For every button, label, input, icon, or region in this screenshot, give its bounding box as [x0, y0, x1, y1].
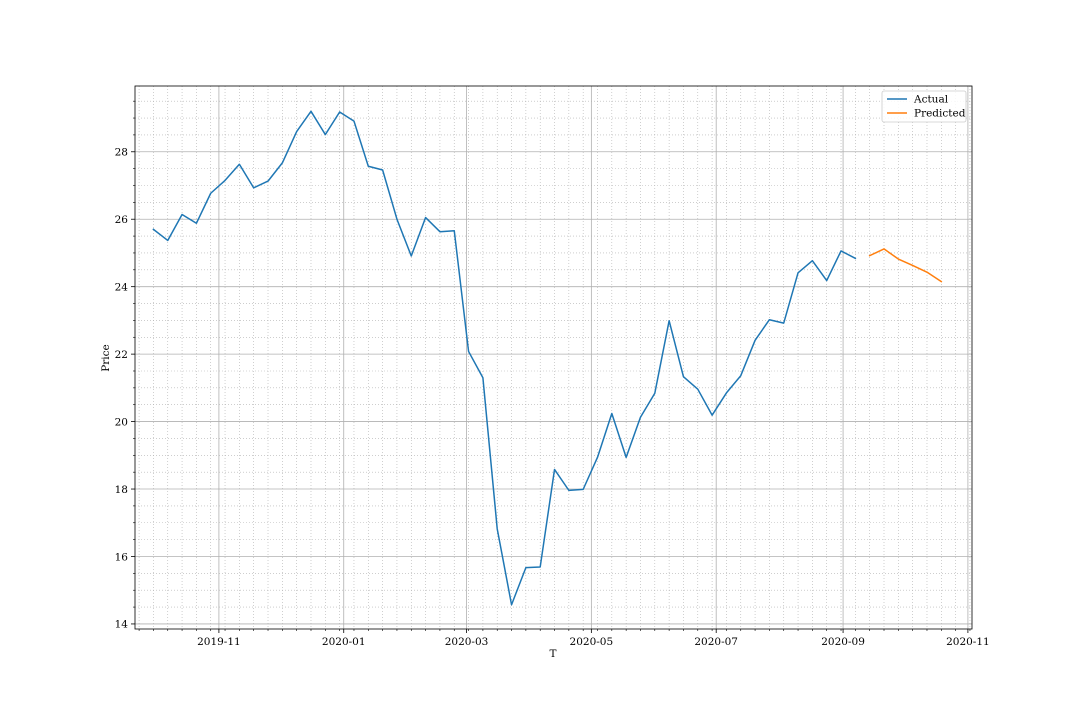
y-tick-label: 22	[115, 349, 128, 361]
series-line-predicted	[868, 248, 943, 283]
y-tick-label: 20	[115, 416, 128, 428]
y-axis-label: Price	[100, 344, 112, 372]
x-tick-label: 2020-09	[821, 636, 865, 648]
x-tick-label: 2020-05	[570, 636, 614, 648]
legend: Actual Predicted	[881, 90, 967, 123]
major-grid	[135, 86, 972, 629]
y-tick-label: 26	[115, 214, 129, 226]
x-tick-label: 2020-07	[694, 636, 738, 648]
x-tick-label: 2019-11	[197, 636, 241, 648]
y-tick-label: 14	[115, 619, 129, 631]
legend-label-actual: Actual	[913, 94, 949, 106]
y-tick-label: 28	[115, 147, 128, 159]
series-layer	[152, 110, 943, 606]
x-tick-label: 2020-01	[322, 636, 366, 648]
ticks-layer: 2019-11 2020-01 2020-03 2020-05 2020-07 2020-…	[115, 100, 990, 648]
x-axis-label: T	[549, 648, 556, 660]
minor-grid	[135, 86, 972, 629]
y-tick-label: 16	[115, 551, 129, 563]
x-tick-label: 2020-03	[445, 636, 489, 648]
y-tick-label: 18	[115, 484, 128, 496]
series-line-actual	[152, 110, 857, 606]
x-tick-label: 2020-11	[946, 636, 990, 648]
y-tick-label: 24	[115, 281, 129, 293]
plot-frame	[134, 85, 973, 630]
legend-label-predicted: Predicted	[914, 108, 966, 120]
